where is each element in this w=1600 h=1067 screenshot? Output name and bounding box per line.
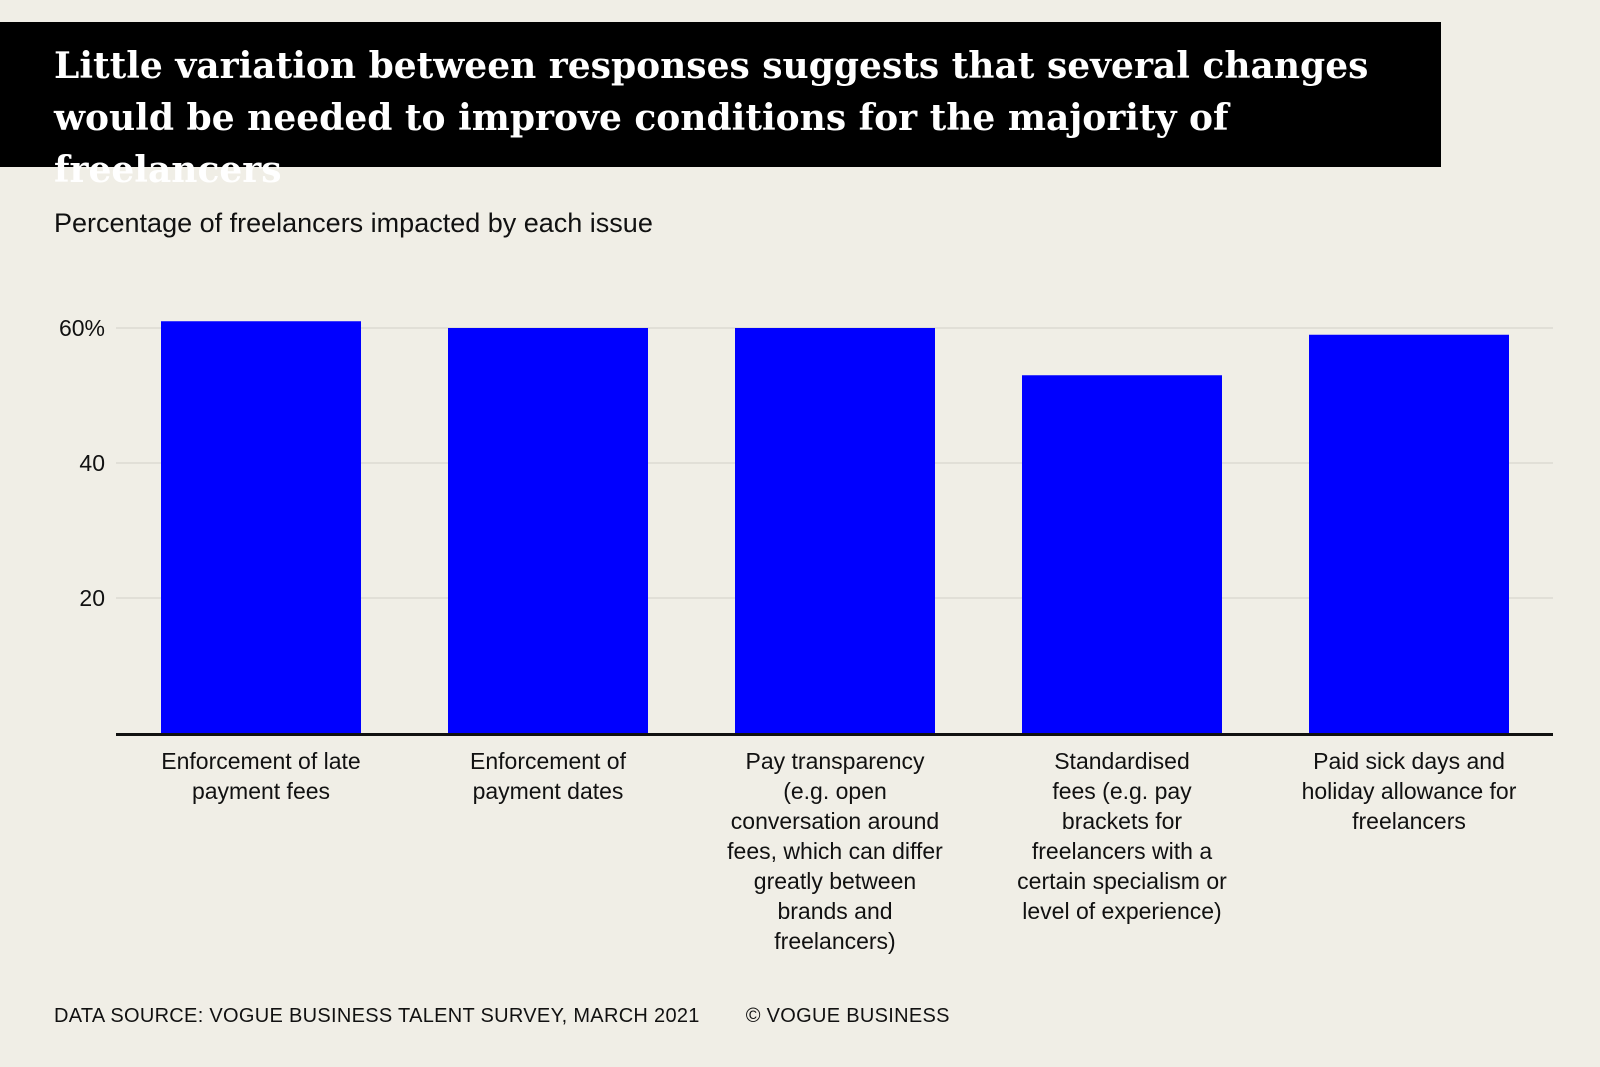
y-tick-label: 40 <box>79 450 105 476</box>
x-tick-label-line: (e.g. open <box>783 778 887 804</box>
x-tick-label: Pay transparency (e.g. open conversation a… <box>704 746 966 956</box>
data-source: DATA SOURCE: VOGUE BUSINESS TALENT SURVE… <box>54 1005 700 1027</box>
x-tick-label-line: freelancers) <box>774 928 896 954</box>
x-tick-label-line: payment dates <box>472 778 624 804</box>
bar <box>448 328 648 733</box>
copyright: © VOGUE BUSINESS <box>745 1005 950 1027</box>
x-tick-label-line: Standardised <box>1054 748 1190 774</box>
x-tick-label-line: Enforcement of late <box>161 748 361 774</box>
x-tick-label-line: conversation around <box>730 808 940 834</box>
x-tick-label-line: freelancers with a <box>1031 838 1213 864</box>
chart-subtitle: Percentage of freelancers impacted by ea… <box>54 208 653 238</box>
bar <box>735 328 935 733</box>
x-tick-label: Enforcement of late payment fees <box>130 746 392 806</box>
y-tick-label: 60% <box>59 315 105 341</box>
x-tick-label-line: payment fees <box>191 778 331 804</box>
x-tick-label-line: greatly between <box>753 868 917 894</box>
x-tick-label-line: level of experience) <box>1022 898 1222 924</box>
x-tick-label: Paid sick days and holiday allowance for f… <box>1278 746 1540 836</box>
x-tick-label: Standardised fees (e.g. pay brackets for fr… <box>991 746 1253 926</box>
x-tick-label-line: fees (e.g. pay <box>1052 778 1192 804</box>
x-tick-label-line: Enforcement of <box>470 748 626 774</box>
x-tick-label-line: holiday allowance for <box>1301 778 1517 804</box>
x-tick-label-line: certain specialism or <box>1017 868 1227 894</box>
x-tick-label: Enforcement of payment dates <box>417 746 679 806</box>
bar <box>1309 334 1509 733</box>
x-tick-label-line: fees, which can differ <box>727 838 943 864</box>
bar <box>161 321 361 733</box>
x-tick-label-line: brackets for <box>1061 808 1183 834</box>
chart-title: Little variation between responses sugge… <box>54 45 1369 191</box>
x-tick-label-line: Paid sick days and <box>1313 748 1505 774</box>
title-banner <box>0 22 1441 167</box>
x-tick-label-line: Pay transparency <box>745 748 925 774</box>
x-tick-label-line: brands and <box>777 898 893 924</box>
footer: DATA SOURCE: VOGUE BUSINESS TALENT SURVE… <box>54 1005 950 1028</box>
x-tick-label-line: freelancers <box>1352 808 1466 834</box>
bar <box>1022 375 1222 733</box>
y-tick-label: 20 <box>79 585 105 611</box>
